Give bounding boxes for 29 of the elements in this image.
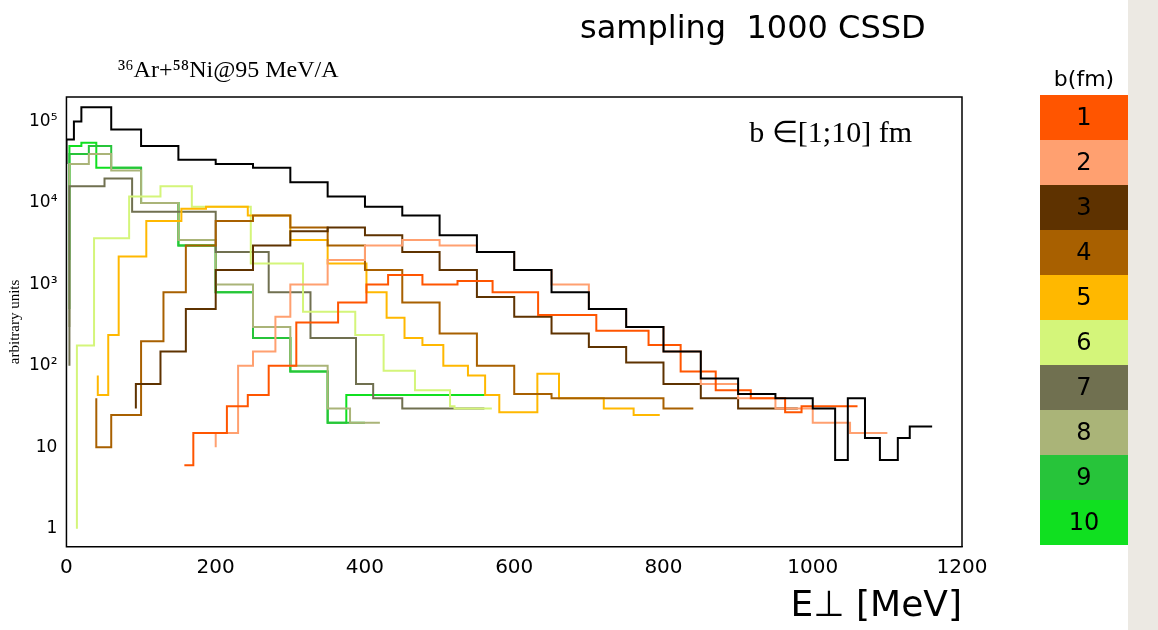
text: 3: [1040, 185, 1128, 230]
text: 8: [1040, 410, 1128, 455]
y-axis-title: arbitrary units: [5, 279, 22, 365]
x-tick-label: 800: [644, 554, 683, 578]
chart-subtitle: sampling 1000 CSSD: [580, 8, 926, 46]
annotation: b ∈[1;10] fm: [749, 114, 912, 148]
x-tick-label: 400: [345, 554, 385, 578]
x-tick-label: 0: [60, 554, 73, 578]
y-tick-label: 1: [46, 517, 58, 538]
text: 1: [1040, 95, 1128, 140]
x-axis-title: E⊥ [MeV]: [790, 582, 962, 624]
legend-title: b(fm): [1052, 66, 1116, 91]
chart-title: ³⁶Ar+⁵⁸Ni@95 MeV/A: [118, 56, 339, 83]
text: 5: [1040, 275, 1128, 320]
text: 6: [1040, 320, 1128, 365]
text: 2: [1040, 140, 1128, 185]
y-tick-label: 10³: [28, 272, 58, 293]
text: 4: [1040, 230, 1128, 275]
y-tick-label: 10⁵: [28, 109, 58, 130]
text: 10: [1040, 500, 1128, 545]
text: 7: [1040, 365, 1128, 410]
y-tick-label: 10⁴: [28, 191, 58, 212]
text: 9: [1040, 455, 1128, 500]
y-tick-label: 10²: [28, 354, 58, 375]
x-tick-label: 600: [495, 554, 534, 578]
y-tick-label: 10: [35, 435, 58, 456]
x-tick-label: 1000: [787, 554, 839, 578]
x-tick-label: 1200: [936, 554, 988, 578]
x-tick-label: 200: [196, 554, 235, 578]
